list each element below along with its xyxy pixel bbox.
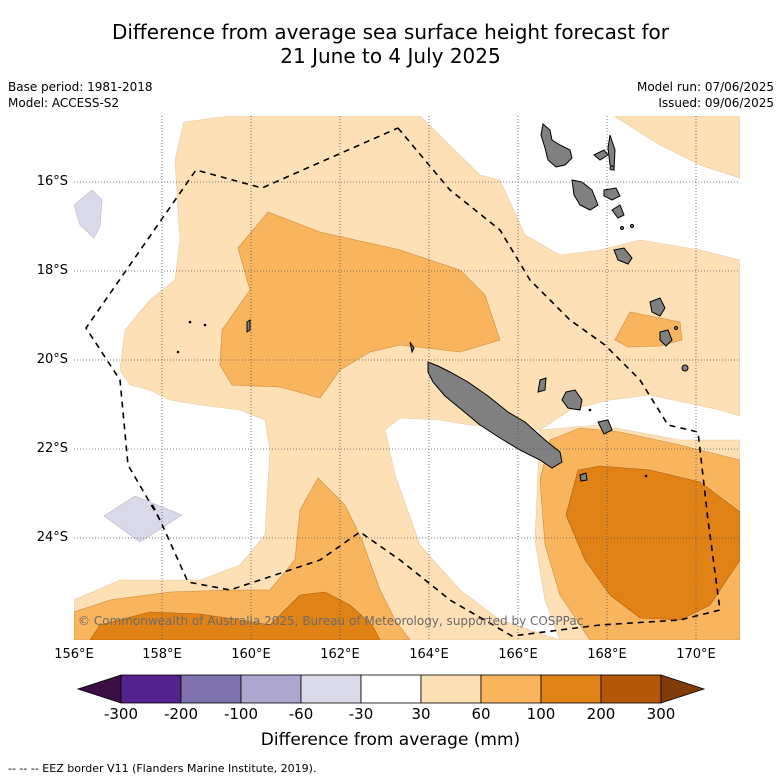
colorbar-swatch-neg30-30 bbox=[360, 674, 422, 704]
meta-right: Model run: 07/06/2025 Issued: 09/06/2025 bbox=[637, 79, 774, 111]
anomaly-band-100-200-south bbox=[89, 591, 381, 640]
colorbar-swatch-30-60 bbox=[420, 674, 482, 704]
colorbar-title: Difference from average (mm) bbox=[260, 730, 521, 750]
colorbar-tick-neg30: -30 bbox=[348, 705, 374, 723]
land-vanuatu bbox=[540, 123, 689, 372]
lon-label-168e: 168°E bbox=[587, 647, 627, 662]
colorbar-tick-60: 60 bbox=[471, 705, 491, 723]
map-title: Difference from average sea surface heig… bbox=[0, 20, 781, 68]
anomaly-band-neg-30-60-south bbox=[103, 495, 183, 543]
colorbar-tick-neg300: -300 bbox=[103, 705, 139, 723]
colorbar-swatch-60-100 bbox=[480, 674, 542, 704]
map-gridlines bbox=[74, 116, 740, 640]
lon-label-158e: 158°E bbox=[142, 647, 182, 662]
colorbar-extend-low bbox=[76, 674, 122, 704]
colorbar-swatch-200-300 bbox=[600, 674, 662, 704]
anomaly-band-60-100-central bbox=[219, 211, 501, 399]
base-period: Base period: 1981-2018 bbox=[8, 80, 153, 94]
meta-left: Base period: 1981-2018 Model: ACCESS-S2 bbox=[8, 79, 153, 111]
colorbar-swatch-neg300-neg200 bbox=[120, 674, 182, 704]
colorbar-tick-30: 30 bbox=[411, 705, 431, 723]
colorbar-tick-100: 100 bbox=[526, 705, 556, 723]
title-line-2: 21 June to 4 July 2025 bbox=[280, 44, 501, 68]
eez-border-closure bbox=[149, 499, 161, 521]
lat-label-20s: 20°S bbox=[36, 352, 68, 367]
colorbar-swatch-100-200 bbox=[540, 674, 602, 704]
model-name: Model: ACCESS-S2 bbox=[8, 96, 120, 110]
colorbar-tick-neg200: -200 bbox=[163, 705, 199, 723]
colorbar-extend-high bbox=[660, 674, 706, 704]
lon-label-156e: 156°E bbox=[54, 647, 94, 662]
anomaly-band-30-60-ne bbox=[613, 116, 740, 179]
lat-label-24s: 24°S bbox=[36, 530, 68, 545]
model-run: Model run: 07/06/2025 bbox=[636, 80, 774, 94]
lon-label-160e: 160°E bbox=[231, 647, 271, 662]
lon-label-162e: 162°E bbox=[320, 647, 360, 662]
land-new-caledonia bbox=[176, 319, 648, 482]
lat-label-18s: 18°S bbox=[36, 263, 68, 278]
eez-border bbox=[85, 127, 721, 637]
lon-label-170e: 170°E bbox=[676, 647, 716, 662]
colorbar-swatch-neg60-neg30 bbox=[300, 674, 362, 704]
lon-label-164e: 164°E bbox=[409, 647, 449, 662]
colorbar-tick-neg100: -100 bbox=[223, 705, 259, 723]
eez-footnote: -- -- -- EEZ border V11 (Flanders Marine… bbox=[8, 762, 317, 775]
colorbar bbox=[76, 674, 706, 704]
colorbar-swatch-neg200-neg100 bbox=[180, 674, 242, 704]
map-credit: © Commonwealth of Australia 2025, Bureau… bbox=[78, 614, 584, 628]
title-line-1: Difference from average sea surface heig… bbox=[111, 20, 670, 44]
lat-label-22s: 22°S bbox=[36, 441, 68, 456]
lon-label-166e: 166°E bbox=[498, 647, 538, 662]
anomaly-band-100-200-se bbox=[565, 465, 740, 621]
anomaly-band-neg-30-60-west bbox=[74, 189, 103, 239]
colorbar-tick-300: 300 bbox=[646, 705, 676, 723]
colorbar-tick-200: 200 bbox=[586, 705, 616, 723]
colorbar-swatch-neg100-neg60 bbox=[240, 674, 302, 704]
issued-date: Issued: 09/06/2025 bbox=[658, 96, 774, 110]
lat-label-16s: 16°S bbox=[36, 174, 68, 189]
colorbar-tick-neg60: -60 bbox=[288, 705, 314, 723]
